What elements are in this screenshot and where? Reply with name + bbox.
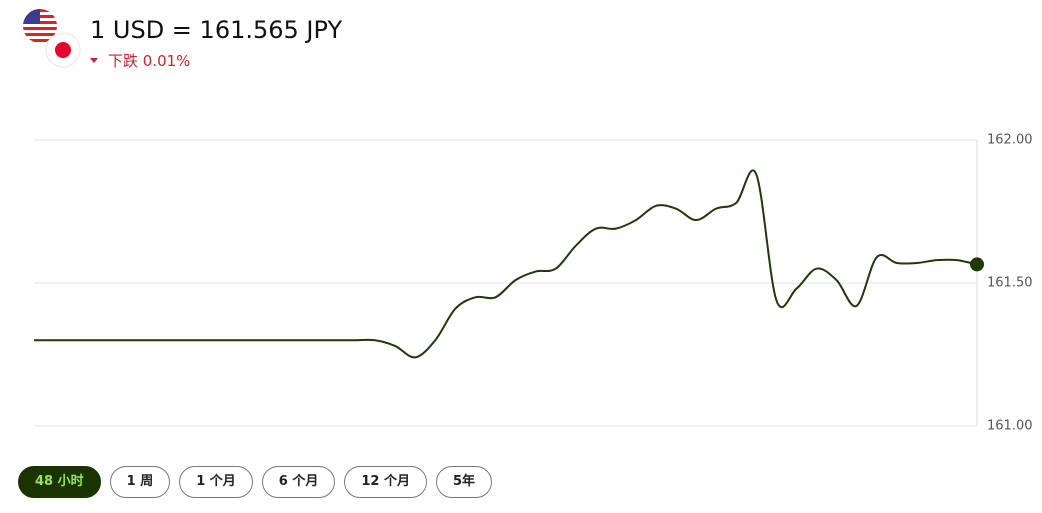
title: 1 USD = 161.565 JPY	[90, 16, 343, 44]
y-tick-label: 162.00	[987, 133, 1033, 148]
last-point	[970, 257, 984, 272]
y-tick-label: 161.50	[987, 276, 1033, 291]
range-button[interactable]: 48 小时	[18, 466, 101, 498]
down-arrow	[90, 58, 98, 63]
chart: 161.00 161.50 162.00	[34, 133, 1033, 434]
range-button[interactable]: 5年	[435, 466, 493, 498]
y-tick-label: 161.00	[987, 419, 1033, 434]
price-line	[34, 169, 978, 359]
range-button[interactable]: 1 周	[109, 466, 171, 498]
change: 下跌 0.01%	[108, 52, 191, 70]
range-button[interactable]: 1 个月	[179, 466, 253, 498]
flags	[23, 9, 81, 68]
range-button[interactable]: 12 个月	[344, 466, 427, 498]
range-button[interactable]: 6 个月	[261, 466, 336, 498]
